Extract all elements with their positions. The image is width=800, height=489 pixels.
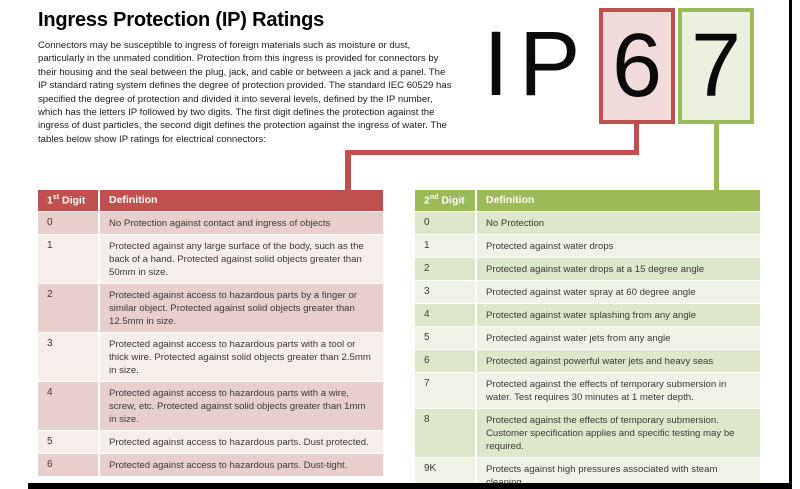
definition-cell: Protected against water spray at 60 degr… <box>475 280 760 303</box>
table-row: 0 No Protection against contact and ingr… <box>38 210 383 234</box>
second-digit-box: 7 <box>678 8 754 124</box>
first-digit-header-cell: 1st Digit <box>47 194 86 207</box>
definition-cell: Protected against the effects of tempora… <box>475 408 760 457</box>
red-connector-line-vertical-upper <box>634 122 639 155</box>
definition-cell: Protected against access to hazardous pa… <box>98 430 383 453</box>
table-row: 5 Protected against access to hazardous … <box>38 429 383 453</box>
digit-cell: 6 <box>47 458 53 470</box>
digit-cell: 5 <box>424 331 430 343</box>
definition-cell: Protected against access to hazardous pa… <box>98 453 383 476</box>
first-digit-box: 6 <box>599 8 675 124</box>
table-row: 6 Protected against access to hazardous … <box>38 452 383 476</box>
digit-cell: 4 <box>47 386 53 398</box>
second-digit-header-cell: 2nd Digit <box>424 194 465 207</box>
table-row: 1 Protected against any large surface of… <box>38 233 383 283</box>
second-digit-table: 2nd Digit Definition 0 No Protection 1 P… <box>415 190 760 489</box>
digit-cell: 3 <box>424 285 430 297</box>
table-row: 4 Protected against water splashing from… <box>415 302 760 326</box>
red-connector-line-horizontal <box>345 150 639 155</box>
definition-cell: Protected against water splashing from a… <box>475 303 760 326</box>
screenshot-bottom-border <box>28 483 792 489</box>
ip-letter-p: P <box>519 13 581 115</box>
definition-cell: Protected against water drops at a 15 de… <box>475 257 760 280</box>
table-row: 6 Protected against powerful water jets … <box>415 348 760 372</box>
digit-cell: 7 <box>424 377 430 389</box>
second-digit-value: 7 <box>690 15 742 116</box>
definition-cell: Protected against access to hazardous pa… <box>98 381 383 430</box>
digit-cell: 1 <box>47 239 53 251</box>
digit-cell: 2 <box>424 262 430 274</box>
second-digit-table-header: 2nd Digit Definition <box>415 190 760 211</box>
definition-cell: Protected against water drops <box>475 234 760 257</box>
table-row: 3 Protected against access to hazardous … <box>38 331 383 381</box>
definition-cell: Protected against access to hazardous pa… <box>98 332 383 381</box>
table-row: 5 Protected against water jets from any … <box>415 325 760 349</box>
definition-cell: Protected against the effects of tempora… <box>475 372 760 408</box>
table-row: 7 Protected against the effects of tempo… <box>415 371 760 408</box>
definition-cell: Protected against powerful water jets an… <box>475 349 760 372</box>
digit-cell: 9K <box>424 462 437 474</box>
digit-cell: 2 <box>47 288 53 300</box>
definition-cell: Protected against water jets from any an… <box>475 326 760 349</box>
intro-paragraph: Connectors may be susceptible to ingress… <box>38 40 452 145</box>
definition-cell: Protected against any large surface of t… <box>98 234 383 283</box>
table-row: 4 Protected against access to hazardous … <box>38 380 383 430</box>
definition-header-cell: Definition <box>475 190 760 211</box>
definition-cell: No Protection against contact and ingres… <box>98 211 383 234</box>
digit-cell: 8 <box>424 413 430 425</box>
first-digit-table: 1st Digit Definition 0 No Protection aga… <box>38 190 383 476</box>
table-row: 2 Protected against access to hazardous … <box>38 282 383 332</box>
definition-cell: Protected against access to hazardous pa… <box>98 283 383 332</box>
green-connector-line-vertical <box>714 122 719 192</box>
definition-header-cell: Definition <box>98 190 383 211</box>
digit-cell: 6 <box>424 354 430 366</box>
first-digit-table-header: 1st Digit Definition <box>38 190 383 211</box>
definition-cell: Protects against high pressures associat… <box>475 457 760 489</box>
digit-cell: 5 <box>47 435 53 447</box>
digit-cell: 1 <box>424 239 430 251</box>
screenshot-right-border <box>789 0 792 489</box>
page-title: Ingress Protection (IP) Ratings <box>38 9 325 31</box>
definition-cell: No Protection <box>475 211 760 234</box>
digit-cell: 0 <box>47 216 53 228</box>
ip-letter-i: I <box>483 13 509 115</box>
table-row: 8 Protected against the effects of tempo… <box>415 407 760 457</box>
table-row: 2 Protected against water drops at a 15 … <box>415 256 760 280</box>
table-row: 0 No Protection <box>415 210 760 234</box>
first-digit-value: 6 <box>611 15 663 116</box>
digit-cell: 4 <box>424 308 430 320</box>
digit-cell: 0 <box>424 216 430 228</box>
table-row: 1 Protected against water drops <box>415 233 760 257</box>
table-row: 3 Protected against water spray at 60 de… <box>415 279 760 303</box>
digit-cell: 3 <box>47 337 53 349</box>
red-connector-line-vertical-lower <box>345 150 351 192</box>
